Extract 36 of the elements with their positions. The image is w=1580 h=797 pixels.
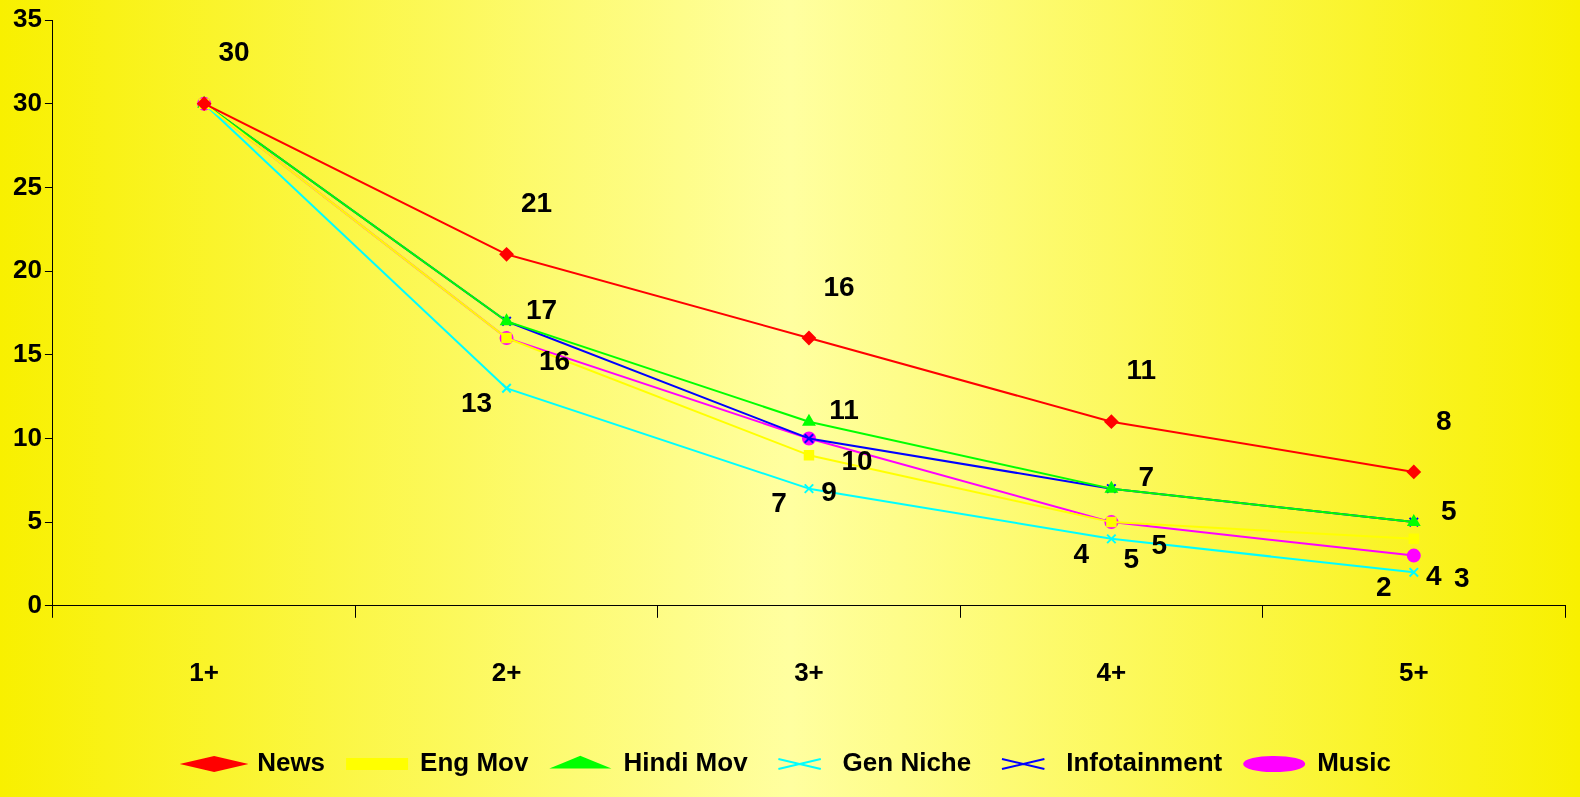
data-label: 11 (829, 394, 859, 426)
data-label: 4 (1426, 559, 1442, 591)
x-tick-label: 2+ (491, 656, 522, 687)
legend-label: Gen Niche (842, 747, 972, 778)
y-tick-label: 0 (27, 588, 42, 619)
data-label: 30 (218, 36, 250, 68)
data-label: 3 (1454, 562, 1470, 594)
data-label: 7 (771, 487, 787, 519)
data-label: 7 (1138, 461, 1155, 493)
x-tick-label: 3+ (794, 656, 824, 687)
data-label: 5 (1441, 494, 1457, 526)
legend-label: Hindi Mov (623, 747, 749, 778)
y-tick-label: 15 (13, 337, 42, 368)
data-label: 5 (1123, 542, 1140, 574)
y-tick-label: 5 (27, 505, 42, 536)
y-tick-label: 30 (13, 86, 42, 117)
data-label: 11 (1126, 354, 1157, 386)
y-tick-label: 10 (13, 421, 42, 452)
data-label: 16 (538, 344, 571, 376)
data-label: 8 (1436, 404, 1452, 436)
y-tick-label: 35 (13, 3, 42, 34)
x-tick-label: 5+ (1398, 656, 1429, 687)
x-tick-label: 1+ (189, 656, 219, 687)
x-tick-label: 4+ (1096, 656, 1127, 687)
legend-label: Infotainment (1066, 747, 1223, 778)
y-tick-label: 25 (13, 170, 42, 201)
data-label: 16 (823, 270, 855, 302)
data-label: 4 (1073, 537, 1090, 569)
y-tick-label: 20 (13, 254, 42, 285)
data-label: 2 (1376, 571, 1392, 603)
data-label: 17 (525, 293, 558, 325)
data-label: 13 (460, 386, 493, 418)
legend-label: News (257, 747, 326, 778)
legend-label: Eng Mov (420, 747, 529, 778)
data-label: 21 (520, 187, 553, 219)
legend-label: Music (1317, 747, 1391, 778)
